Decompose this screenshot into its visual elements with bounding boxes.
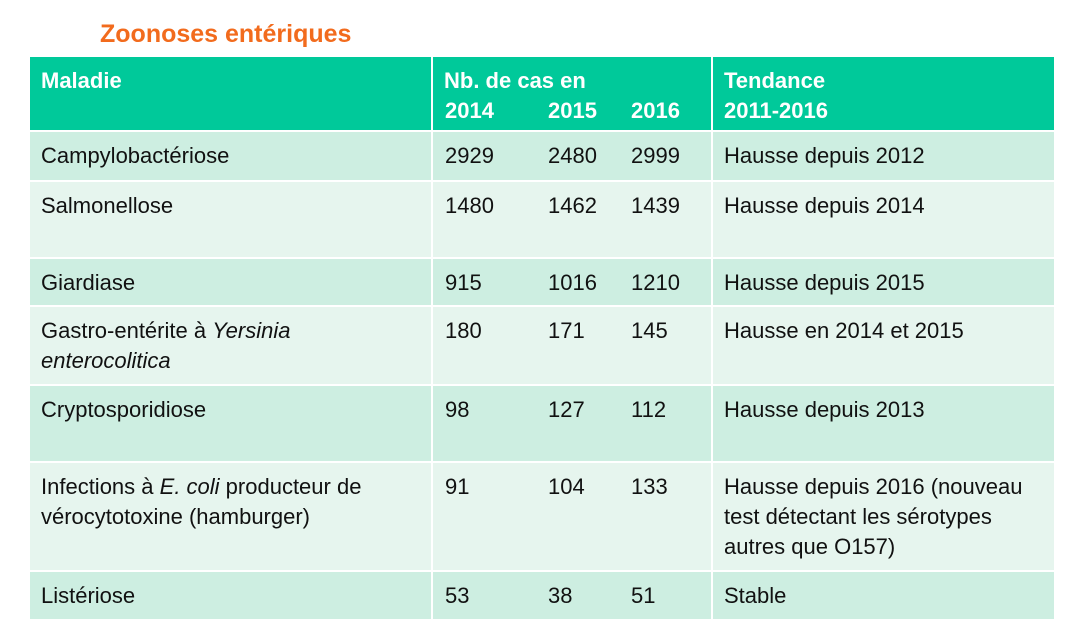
- cases-cell: 915 1016 1210: [433, 259, 713, 307]
- case-count: 2929: [445, 143, 494, 168]
- disease-text: Cryptosporidiose: [41, 397, 207, 422]
- header-trend: Tendance: [724, 68, 826, 93]
- case-count: 98: [445, 397, 470, 422]
- disease-cell: Salmonellose: [30, 182, 433, 259]
- header-cell: Maladie: [30, 57, 433, 132]
- case-count: 1462: [548, 193, 597, 218]
- header-trend: 2011-2016: [724, 98, 828, 123]
- disease-text: Salmonellose: [41, 193, 174, 218]
- header-year: 2014: [445, 98, 494, 123]
- trend-cell: Hausse depuis 2012: [713, 132, 1056, 182]
- case-count: 171: [548, 318, 585, 343]
- disease-text: Campylobactériose: [41, 143, 230, 168]
- case-count: 133: [631, 474, 668, 499]
- disease-cell: Infections à E. coli producteur de véroc…: [30, 463, 433, 572]
- trend-cell: Hausse depuis 2014: [713, 182, 1056, 259]
- cases-cell: 98 127 112: [433, 386, 713, 463]
- cases-cell: 1480 1462 1439: [433, 182, 713, 259]
- disease-text: producteur de vérocytotoxine (hamburger): [41, 474, 362, 529]
- case-count: 91: [445, 474, 470, 499]
- header-cell: Tendance 2011-2016: [713, 57, 1056, 132]
- case-count: 112: [631, 397, 667, 422]
- case-count: 127: [548, 397, 585, 422]
- disease-cell: Campylobactériose: [30, 132, 433, 182]
- case-count: 51: [631, 583, 656, 608]
- case-count: 1016: [548, 270, 597, 295]
- disease-cell: Gastro-entérite à Yersinia enterocolitic…: [30, 307, 433, 386]
- trend-cell: Hausse depuis 2016 (nouveau test détecta…: [713, 463, 1056, 572]
- cases-cell: 180 171 145: [433, 307, 713, 386]
- cases-cell: 2929 2480 2999: [433, 132, 713, 182]
- case-count: 1439: [631, 193, 680, 218]
- case-count: 915: [445, 270, 482, 295]
- disease-text: Infections à: [41, 474, 160, 499]
- case-count: 180: [445, 318, 482, 343]
- case-count: 38: [548, 583, 573, 608]
- case-count: 145: [631, 318, 668, 343]
- case-count: 53: [445, 583, 470, 608]
- cases-cell: 91 104 133: [433, 463, 713, 572]
- header-year: 2016: [631, 98, 680, 123]
- cases-cell: 53 38 51: [433, 572, 713, 621]
- trend-cell: Stable: [713, 572, 1056, 621]
- disease-text: Listériose: [41, 583, 136, 608]
- disease-text: E. coli: [159, 474, 220, 499]
- disease-text: Giardiase: [41, 270, 136, 295]
- case-count: 2999: [631, 143, 680, 168]
- case-count: 1480: [445, 193, 494, 218]
- subtitle: Zoonoses entériques: [100, 20, 352, 48]
- case-count: 104: [548, 474, 585, 499]
- disease-cell: Cryptosporidiose: [30, 386, 433, 463]
- trend-cell: Hausse depuis 2015: [713, 259, 1056, 307]
- trend-cell: Hausse en 2014 et 2015: [713, 307, 1056, 386]
- disease-text: Yersinia enterocolitica: [41, 318, 291, 373]
- disease-text: Gastro-entérite à: [41, 318, 213, 343]
- disease-cell: Listériose: [30, 572, 433, 621]
- trend-cell: Hausse depuis 2013: [713, 386, 1056, 463]
- disease-cell: Giardiase: [30, 259, 433, 307]
- header-cell: Nb. de cas en 2014 2015 2016: [433, 57, 713, 132]
- header-year: 2015: [548, 98, 597, 123]
- case-count: 1210: [631, 270, 680, 295]
- case-count: 2480: [548, 143, 597, 168]
